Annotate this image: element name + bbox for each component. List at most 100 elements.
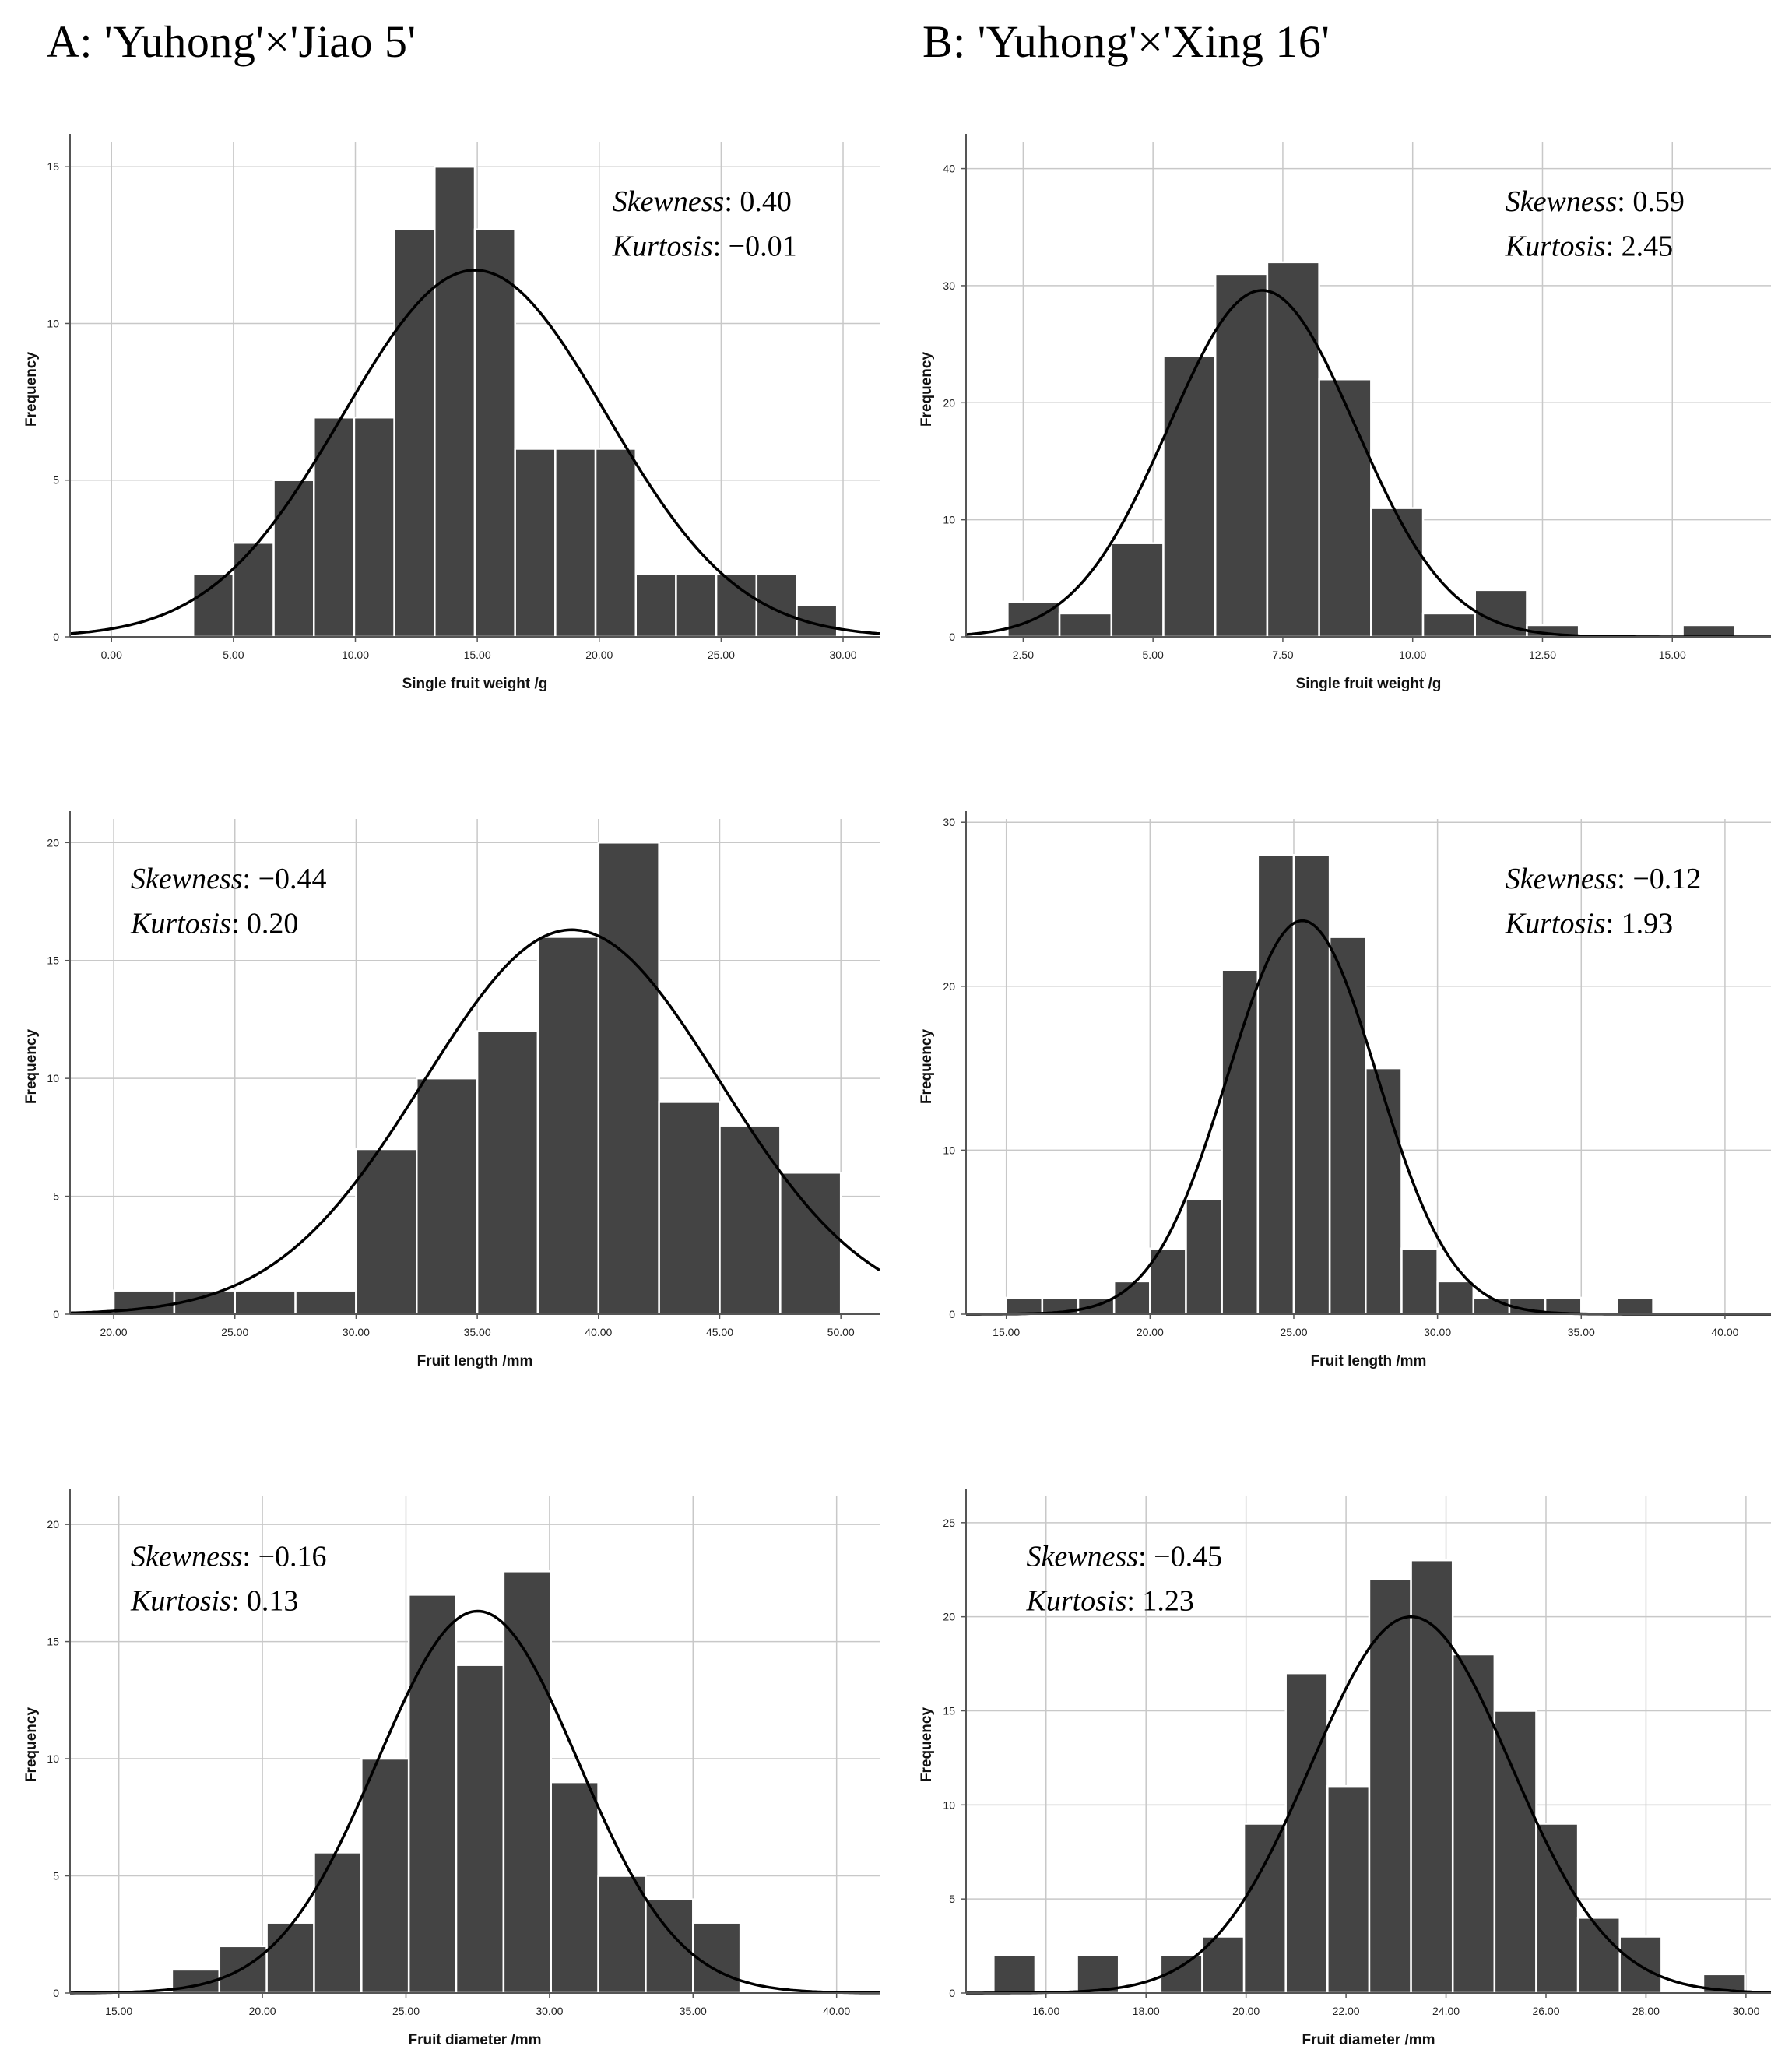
column-a-title: A: 'Yuhong'×'Jiao 5' <box>47 16 416 67</box>
y-tick-label: 0 <box>949 1308 955 1320</box>
y-tick-label: 15 <box>943 1705 955 1717</box>
histogram-bar <box>645 1898 694 1995</box>
y-tick-label: 0 <box>949 1987 955 1999</box>
histogram-bar <box>594 448 637 638</box>
x-tick-label: 18.00 <box>1133 2005 1160 2017</box>
kurtosis-annotation: Kurtosis: 0.13 <box>130 1585 298 1618</box>
y-tick-label: 20 <box>943 396 955 409</box>
histogram-bar <box>755 573 798 638</box>
x-tick-label: 40.00 <box>1711 1326 1738 1338</box>
histogram-bar <box>634 573 677 638</box>
histogram-bar <box>313 416 356 638</box>
x-tick-label: 20.00 <box>585 649 613 661</box>
histogram-bar <box>455 1664 505 1995</box>
x-tick-label: 25.00 <box>1280 1326 1307 1338</box>
x-tick-label: 15.00 <box>464 649 491 661</box>
y-tick-label: 10 <box>943 514 955 526</box>
y-tick-label: 15 <box>47 954 59 967</box>
histogram-bar <box>1370 507 1425 638</box>
x-tick-label: 30.00 <box>536 2005 563 2017</box>
histogram-b-single-fruit-weight: 2.50 5.00 7.50 10.00 12.50 15.00 0 10 20 30 40 Sing… <box>895 125 1792 701</box>
x-tick-label: 20.00 <box>1137 1326 1164 1338</box>
histogram-bar <box>353 416 395 638</box>
kurtosis-annotation: Kurtosis: 1.93 <box>1505 907 1673 940</box>
y-axis-label: Frequency <box>919 1029 935 1105</box>
histogram-bar <box>1410 1559 1454 1995</box>
histogram-a-fruit-length: 20.00 25.00 30.00 35.00 40.00 45.00 50.00 0 5 10 1… <box>0 802 895 1378</box>
y-tick-label: 10 <box>943 1798 955 1811</box>
y-tick-label: 10 <box>943 1144 955 1156</box>
x-axis-label: Fruit diameter /mm <box>408 2032 541 2048</box>
histogram-bar <box>1149 1247 1187 1316</box>
histogram-bar <box>692 1921 742 1995</box>
x-tick-label: 35.00 <box>464 1326 491 1338</box>
histogram-bar <box>993 1954 1037 1995</box>
x-tick-label: 25.00 <box>221 1326 248 1338</box>
normal-curve-line <box>70 1609 880 1995</box>
x-tick-label: 35.00 <box>680 2005 707 2017</box>
histogram-bar <box>1400 1247 1439 1316</box>
y-tick-label: 0 <box>53 1308 59 1320</box>
histogram-bar <box>232 541 275 638</box>
histogram-bar <box>473 228 516 638</box>
histogram-bar <box>1493 1710 1537 1995</box>
skewness-annotation: Skewness: −0.45 <box>1027 1540 1223 1573</box>
histogram-bar <box>1110 542 1165 638</box>
kurtosis-annotation: Kurtosis: 1.23 <box>1026 1585 1194 1618</box>
y-tick-label: 10 <box>47 1752 59 1765</box>
x-tick-label: 22.00 <box>1333 2005 1360 2017</box>
histogram-bar <box>313 1851 363 1995</box>
histogram-bar <box>1436 1280 1475 1316</box>
histogram-bar <box>1162 354 1217 638</box>
histogram-bar <box>1472 1296 1511 1316</box>
x-tick-label: 35.00 <box>1568 1326 1595 1338</box>
histogram-bar <box>719 1124 782 1316</box>
histogram-bar <box>658 1101 721 1316</box>
kurtosis-annotation: Kurtosis: −0.01 <box>612 230 797 262</box>
y-tick-label: 5 <box>53 474 59 487</box>
y-tick-label: 30 <box>943 816 955 828</box>
column-b-title: B: 'Yuhong'×'Xing 16' <box>922 16 1330 67</box>
histogram-bar <box>1365 1067 1403 1316</box>
skewness-annotation: Skewness: −0.16 <box>131 1540 327 1573</box>
x-tick-label: 45.00 <box>706 1326 733 1338</box>
histogram-bar <box>1242 1823 1287 1995</box>
x-tick-label: 40.00 <box>823 2005 850 2017</box>
histogram-bar <box>1005 1296 1044 1316</box>
skewness-annotation: Skewness: 0.40 <box>613 185 792 218</box>
y-axis-label: Frequency <box>23 1029 40 1105</box>
x-axis-label: Single fruit weight /g <box>402 676 548 692</box>
histogram-bar <box>715 573 758 638</box>
kurtosis-annotation: Kurtosis: 2.45 <box>1505 230 1673 262</box>
histogram-bar <box>360 1757 410 1995</box>
x-tick-label: 16.00 <box>1032 2005 1059 2017</box>
y-tick-label: 5 <box>949 1893 955 1905</box>
y-axis-label: Frequency <box>23 352 40 427</box>
x-axis-label: Fruit length /mm <box>417 1353 533 1369</box>
y-tick-label: 10 <box>47 1072 59 1084</box>
histogram-bar <box>434 165 476 638</box>
y-tick-label: 0 <box>949 631 955 643</box>
x-tick-label: 24.00 <box>1432 2005 1460 2017</box>
histogram-bar <box>1214 272 1269 638</box>
x-tick-label: 5.00 <box>223 649 244 661</box>
histogram-bar <box>502 1570 552 1995</box>
histogram-bar <box>536 936 600 1316</box>
histogram-bar <box>1284 1672 1329 1995</box>
x-tick-label: 20.00 <box>249 2005 276 2017</box>
histogram-a-single-fruit-weight: 0.00 5.00 10.00 15.00 20.00 25.00 30.00 0 5 10 15 S… <box>0 125 895 701</box>
histogram-bar <box>597 842 660 1316</box>
y-tick-label: 15 <box>47 160 59 173</box>
histogram-bar <box>1292 854 1331 1316</box>
y-tick-label: 5 <box>53 1190 59 1203</box>
histogram-bar <box>1076 1954 1120 1995</box>
y-tick-label: 20 <box>47 836 59 849</box>
y-tick-label: 15 <box>47 1636 59 1648</box>
normal-curve-line <box>69 928 880 1315</box>
y-tick-label: 30 <box>943 279 955 292</box>
y-tick-label: 20 <box>943 1611 955 1623</box>
histogram-b-fruit-length: 15.00 20.00 25.00 30.00 35.00 40.00 0 10 20 30 Fru… <box>895 802 1792 1378</box>
x-tick-label: 26.00 <box>1532 2005 1559 2017</box>
x-tick-label: 20.00 <box>100 1326 128 1338</box>
histogram-bar <box>554 448 597 638</box>
